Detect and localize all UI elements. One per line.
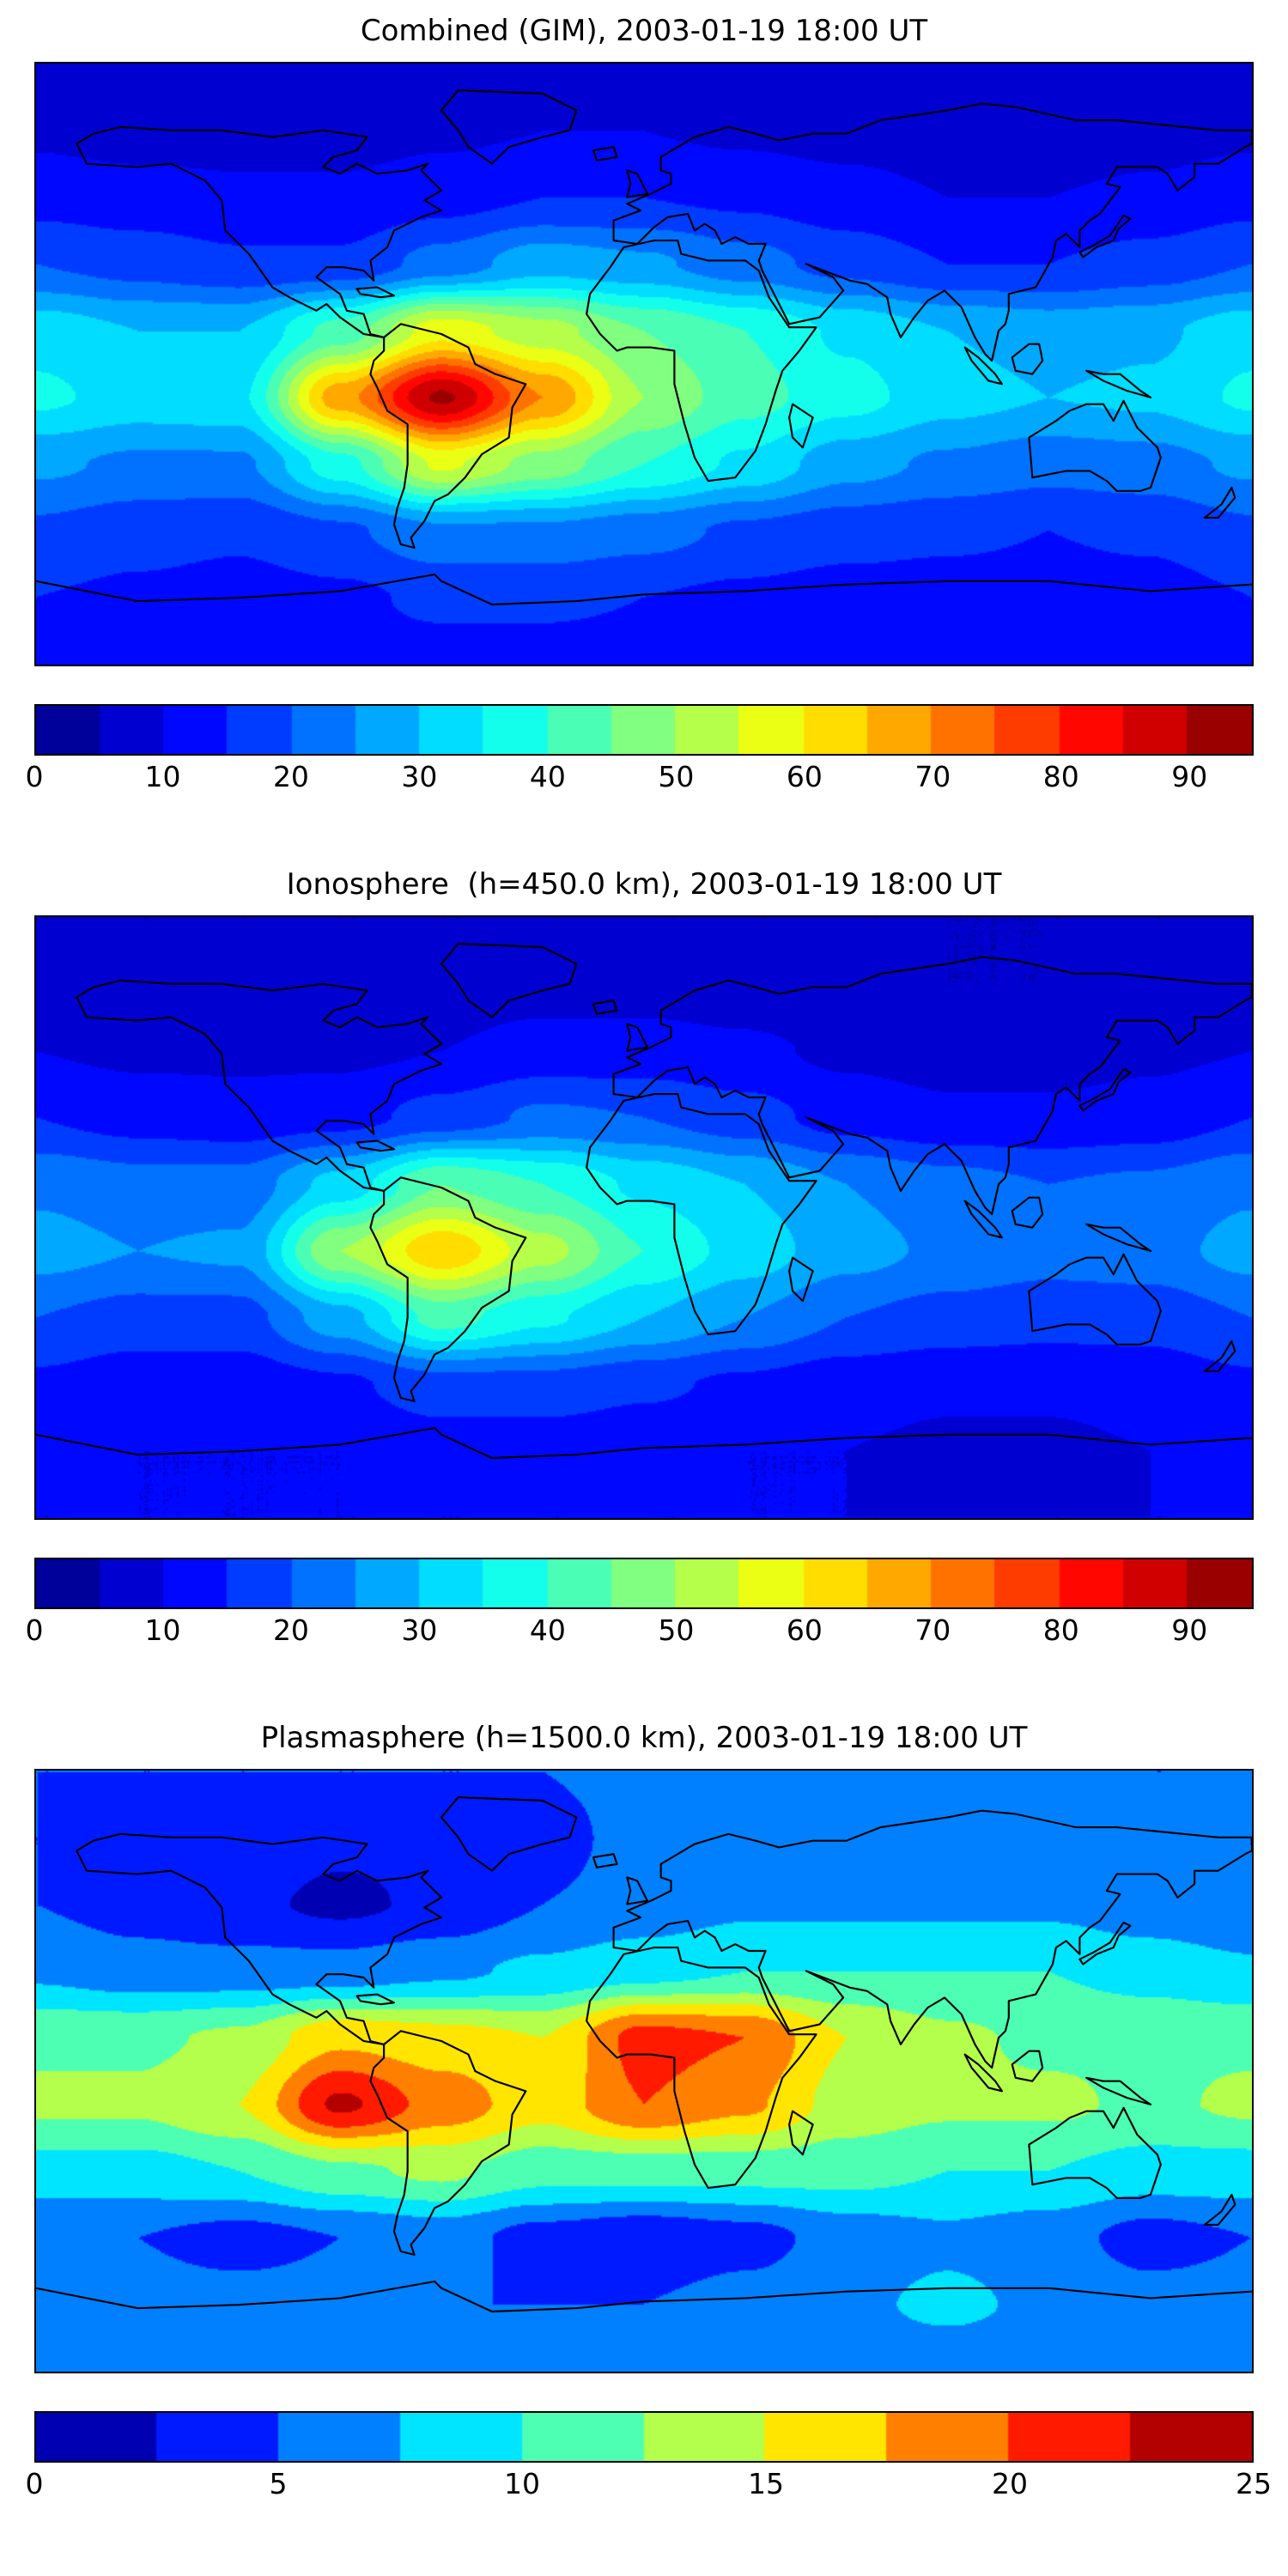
colorbar-tick-label: 0: [25, 2467, 44, 2500]
world-coastlines: [36, 89, 1252, 606]
colorbar-tick-label: 40: [529, 1613, 566, 1647]
colorbar-canvas: [36, 1559, 1252, 1607]
colorbar-tick-label: 20: [272, 1613, 309, 1647]
colorbar-tick-label: 10: [144, 760, 181, 793]
colorbar-tick-label: 70: [914, 1613, 951, 1647]
coastline-paths: [36, 943, 1252, 1460]
colorbar: [34, 2411, 1254, 2463]
panel-title: Combined (GIM), 2003-01-19 18:00 UT: [360, 14, 928, 48]
colorbar-tick-label: 40: [529, 760, 566, 793]
colorbar-tick-label: 50: [658, 1613, 695, 1647]
colorbar-tick-label: 30: [401, 760, 438, 793]
world-map-ionosphere: [34, 915, 1254, 1520]
world-map-plasmasphere: [34, 1769, 1254, 2373]
panel-title: Ionosphere (h=450.0 km), 2003-01-19 18:0…: [286, 867, 1002, 902]
tec-heatmap-canvas: [36, 64, 1252, 665]
colorbar: [34, 704, 1254, 756]
colorbar-tick-labels: 0 10 20 30 40 50 60 70 80 90: [26, 1609, 1254, 1654]
world-map-combined: [34, 62, 1254, 666]
colorbar-tick-labels: 0 10 20 30 40 50 60 70 80 90: [26, 756, 1254, 800]
colorbar-tick-label: 25: [1236, 2467, 1272, 2500]
world-coastlines: [36, 943, 1252, 1460]
colorbar-tick-label: 60: [786, 760, 823, 793]
tec-heatmap-canvas: [36, 917, 1252, 1518]
colorbar-tick-label: 80: [1042, 760, 1079, 793]
colorbar-tick-label: 10: [144, 1613, 181, 1647]
colorbar-tick-label: 20: [272, 760, 309, 793]
world-coastlines: [36, 1796, 1252, 2313]
panel-combined-gim: Combined (GIM), 2003-01-19 18:00 UT 0 10 2…: [26, 14, 1254, 800]
colorbar-tick-label: 10: [504, 2467, 540, 2500]
colorbar-canvas: [36, 2413, 1252, 2461]
panel-title: Plasmasphere (h=1500.0 km), 2003-01-19 1…: [260, 1721, 1028, 1755]
colorbar-tick-label: 60: [786, 1613, 823, 1647]
colorbar: [34, 1558, 1254, 1609]
panel-plasmasphere: Plasmasphere (h=1500.0 km), 2003-01-19 1…: [26, 1721, 1273, 2507]
colorbar-tick-labels: 0 5 10 15 20 25: [26, 2463, 1273, 2507]
colorbar-tick-label: 90: [1171, 1613, 1208, 1647]
coastline-paths: [36, 89, 1252, 606]
colorbar-tick-label: 0: [25, 760, 44, 793]
coastline-paths: [36, 1796, 1252, 2313]
colorbar-tick-label: 70: [914, 760, 951, 793]
colorbar-tick-label: 90: [1171, 760, 1208, 793]
colorbar-tick-label: 80: [1042, 1613, 1079, 1647]
colorbar-canvas: [36, 706, 1252, 754]
colorbar-tick-label: 0: [25, 1613, 44, 1647]
colorbar-tick-label: 15: [748, 2467, 784, 2500]
colorbar-tick-label: 50: [658, 760, 695, 793]
colorbar-tick-label: 30: [401, 1613, 438, 1647]
colorbar-tick-label: 5: [269, 2467, 288, 2500]
tec-heatmap-canvas: [36, 1771, 1252, 2372]
colorbar-tick-label: 20: [992, 2467, 1028, 2500]
panel-ionosphere: Ionosphere (h=450.0 km), 2003-01-19 18:0…: [26, 867, 1254, 1654]
